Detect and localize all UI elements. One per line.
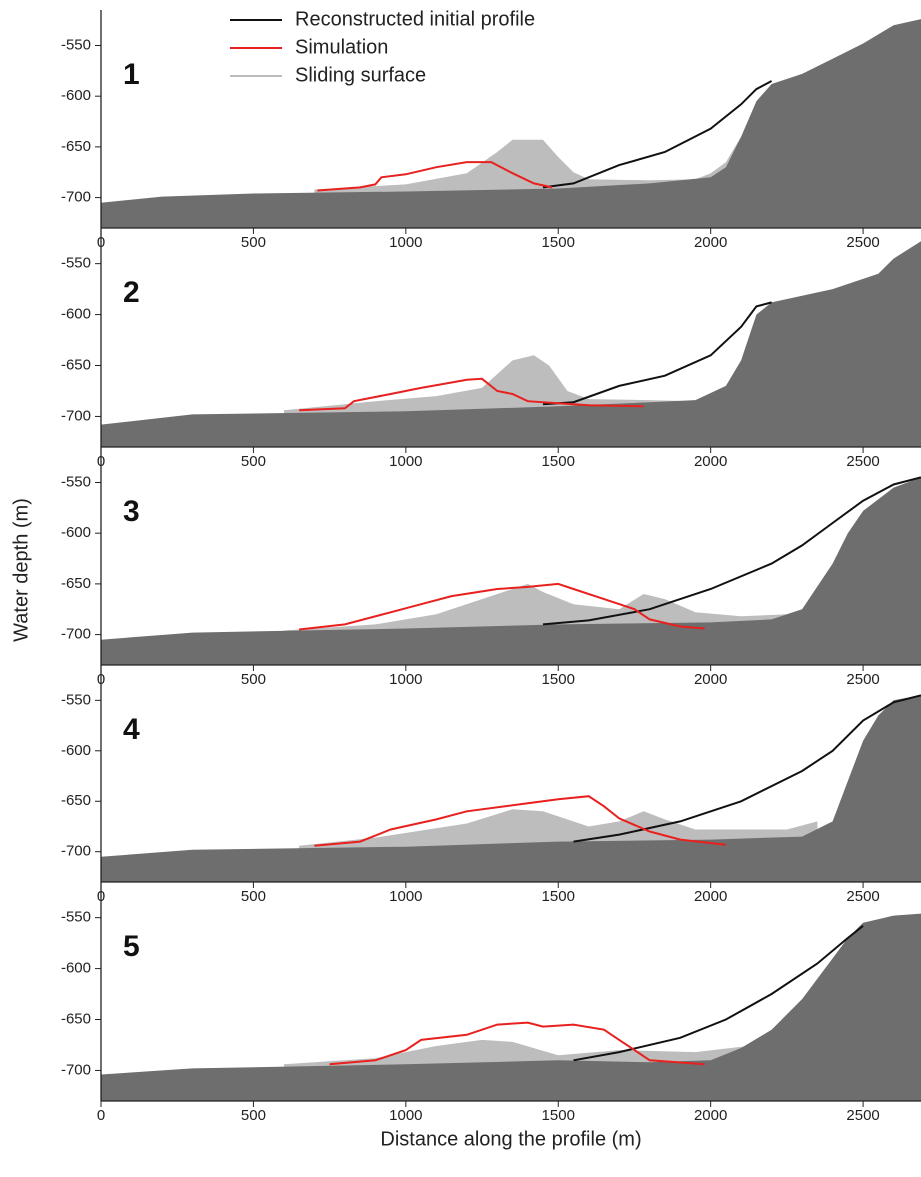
area <box>101 477 921 665</box>
y-tick-label: -600 <box>61 742 91 759</box>
x-tick-label: 500 <box>241 888 266 905</box>
y-tick-label: -550 <box>61 255 91 272</box>
panel-label: 3 <box>123 495 140 528</box>
x-tick-label: 2500 <box>846 671 879 688</box>
y-tick-label: -650 <box>61 138 91 155</box>
x-tick-label: 2500 <box>846 1107 879 1124</box>
y-tick-label: -600 <box>61 306 91 323</box>
x-tick-label: 1500 <box>542 1107 575 1124</box>
legend-label: Sliding surface <box>295 64 426 86</box>
y-tick-label: -650 <box>61 792 91 809</box>
x-tick-label: 500 <box>241 671 266 688</box>
x-tick-label: 500 <box>241 234 266 251</box>
x-tick-label: 1000 <box>389 1107 422 1124</box>
area <box>101 19 921 228</box>
figure: -700-650-600-550050010001500200025001Rec… <box>0 0 921 1177</box>
x-tick-label: 2000 <box>694 1107 727 1124</box>
y-tick-label: -650 <box>61 575 91 592</box>
panel-label: 4 <box>123 713 140 746</box>
x-tick-label: 2000 <box>694 453 727 470</box>
panel-label: 5 <box>123 930 140 963</box>
legend-label: Reconstructed initial profile <box>295 8 535 30</box>
x-tick-label: 2000 <box>694 671 727 688</box>
y-tick-label: -550 <box>61 691 91 708</box>
y-tick-label: -650 <box>61 1010 91 1027</box>
y-tick-label: -700 <box>61 843 91 860</box>
y-tick-label: -550 <box>61 909 91 926</box>
x-tick-label: 1000 <box>389 888 422 905</box>
x-tick-label: 0 <box>97 1107 105 1124</box>
y-tick-label: -650 <box>61 356 91 373</box>
y-tick-label: -550 <box>61 473 91 490</box>
x-tick-label: 1000 <box>389 234 422 251</box>
y-tick-label: -600 <box>61 87 91 104</box>
area <box>101 914 921 1101</box>
y-tick-label: -600 <box>61 960 91 977</box>
y-tick-label: -600 <box>61 524 91 541</box>
y-tick-label: -700 <box>61 407 91 424</box>
y-tick-label: -550 <box>61 36 91 53</box>
y-tick-label: -700 <box>61 1061 91 1078</box>
area <box>101 695 921 882</box>
x-tick-label: 1500 <box>542 453 575 470</box>
x-tick-label: 1000 <box>389 453 422 470</box>
x-tick-label: 2500 <box>846 234 879 251</box>
x-tick-label: 500 <box>241 1107 266 1124</box>
area <box>101 241 921 447</box>
x-tick-label: 1500 <box>542 888 575 905</box>
x-tick-label: 1500 <box>542 671 575 688</box>
panel-label: 2 <box>123 276 140 309</box>
x-tick-label: 2500 <box>846 888 879 905</box>
x-tick-label: 2000 <box>694 888 727 905</box>
x-axis-title: Distance along the profile (m) <box>380 1128 641 1150</box>
y-tick-label: -700 <box>61 626 91 643</box>
x-tick-label: 1000 <box>389 671 422 688</box>
panel-label: 1 <box>123 58 140 91</box>
x-tick-label: 2500 <box>846 453 879 470</box>
legend-label: Simulation <box>295 36 388 58</box>
x-tick-label: 1500 <box>542 234 575 251</box>
y-axis-title: Water depth (m) <box>10 498 32 642</box>
y-tick-label: -700 <box>61 189 91 206</box>
x-tick-label: 500 <box>241 453 266 470</box>
x-tick-label: 2000 <box>694 234 727 251</box>
